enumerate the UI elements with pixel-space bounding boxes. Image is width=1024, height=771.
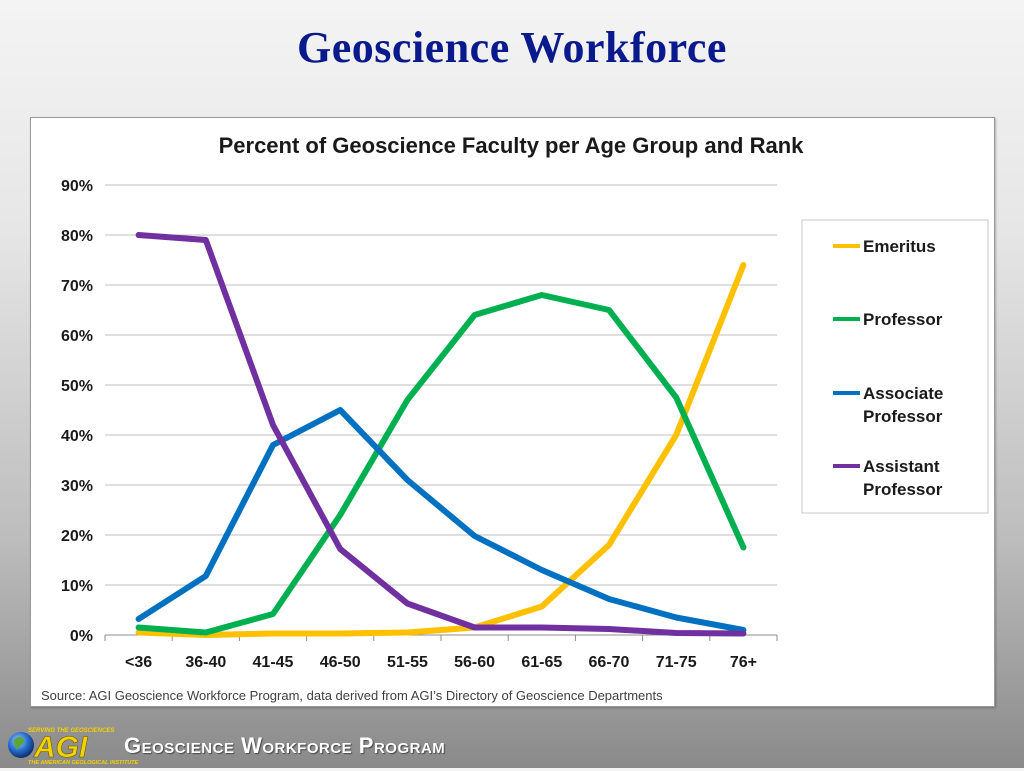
chart-title: Percent of Geoscience Faculty per Age Gr…: [219, 133, 805, 158]
chart-source-note: Source: AGI Geoscience Workforce Program…: [41, 688, 663, 703]
footer-program-name: Geoscience Workforce Program: [124, 733, 445, 759]
y-tick-label: 60%: [61, 328, 93, 345]
x-tick-label: 46-50: [320, 654, 361, 671]
y-tick-label: 40%: [61, 428, 93, 445]
x-tick-label: 76+: [730, 654, 757, 671]
x-tick-label: 56-60: [454, 654, 495, 671]
x-tick-label: 66-70: [589, 654, 630, 671]
series-line-emeritus: [139, 265, 744, 635]
x-tick-label: 36-40: [185, 654, 226, 671]
slide-title: Geoscience Workforce: [0, 22, 1024, 73]
y-tick-label: 80%: [61, 228, 93, 245]
x-tick-label: <36: [125, 654, 152, 671]
y-tick-label: 30%: [61, 478, 93, 495]
x-tick-label: 51-55: [387, 654, 428, 671]
x-tick-label: 71-75: [656, 654, 697, 671]
x-tick-label: 41-45: [253, 654, 294, 671]
legend-label-emeritus: Emeritus: [863, 237, 936, 256]
logo-subtitle: THE AMERICAN GEOLOGICAL INSTITUTE: [28, 760, 139, 766]
x-axis-ticks: <36 36-40 41-45 46-50 51-55 56-60 61-65 66-70 71…: [125, 654, 757, 671]
x-tick-label: 61-65: [521, 654, 562, 671]
y-tick-label: 0%: [70, 628, 93, 645]
chart-frame: Percent of Geoscience Faculty per Age Gr…: [30, 117, 995, 707]
y-tick-label: 90%: [61, 178, 93, 195]
series-line-assistant-professor: [139, 235, 744, 634]
y-tick-label: 10%: [61, 578, 93, 595]
line-chart: Percent of Geoscience Faculty per Age Gr…: [31, 118, 994, 706]
y-tick-label: 70%: [61, 278, 93, 295]
y-axis-ticks: 0% 10% 20% 30% 40% 50% 60% 70% 80% 90%: [61, 178, 93, 645]
series-line-professor: [139, 295, 744, 633]
y-tick-label: 50%: [61, 378, 93, 395]
series-line-associate-professor: [139, 410, 744, 630]
y-tick-label: 20%: [61, 528, 93, 545]
legend-label-professor: Professor: [863, 310, 943, 329]
